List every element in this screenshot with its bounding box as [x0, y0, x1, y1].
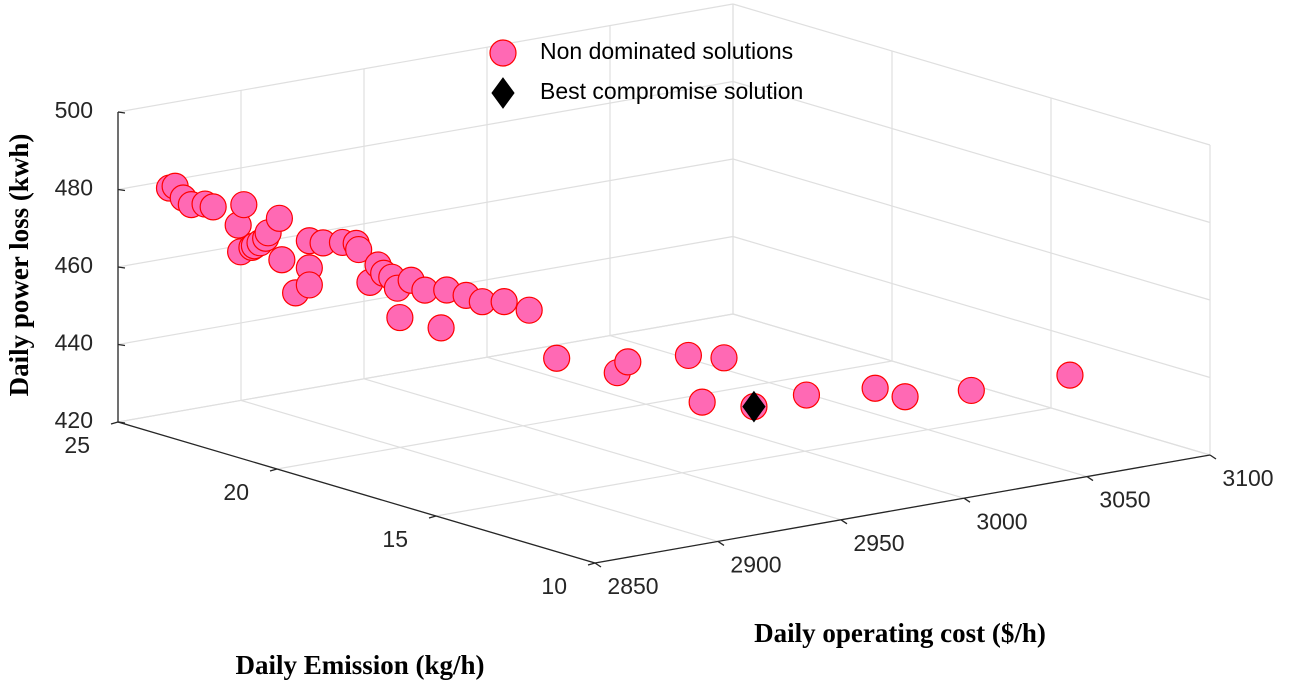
y-tick: [428, 515, 437, 519]
grid-line: [117, 158, 734, 268]
circle-marker: [891, 383, 919, 411]
circle-marker: [345, 235, 373, 264]
diamond-marker: [491, 77, 515, 109]
y-tick-label: 25: [64, 432, 90, 458]
circle-marker: [386, 303, 414, 332]
circle-marker: [543, 344, 571, 372]
y-tick-label: 10: [541, 573, 567, 599]
circle-marker: [265, 204, 293, 232]
x-tick: [840, 519, 848, 525]
grid-line: [732, 235, 1211, 379]
z-tick: [117, 421, 126, 424]
grid-line: [732, 158, 1211, 301]
circle-marker: [1056, 361, 1084, 389]
circle-marker: [295, 271, 323, 299]
y-tick: [269, 468, 278, 472]
grid-line: [117, 3, 734, 113]
circle-marker: [674, 341, 703, 370]
y-tick: [587, 562, 596, 566]
x-tick: [1086, 476, 1094, 482]
circle-marker: [614, 348, 642, 376]
legend-label: Best compromise solution: [540, 78, 803, 104]
z-tick-label: 500: [55, 97, 93, 123]
x-tick-label: 2850: [607, 573, 658, 599]
y-tick: [110, 421, 119, 425]
points: [155, 172, 1084, 423]
circle-marker: [515, 296, 543, 324]
x-axis-label: Daily operating cost ($/h): [754, 618, 1046, 648]
diamond-marker: [742, 390, 766, 423]
z-tick-label: 420: [55, 407, 93, 433]
circle-marker: [957, 376, 985, 405]
x-tick: [594, 562, 602, 568]
grid-line: [732, 80, 1211, 224]
grid-line: [486, 356, 965, 499]
circle-marker: [710, 344, 738, 372]
y-axis-label: Daily Emission (kg/h): [235, 650, 484, 680]
legend-label: Non dominated solutions: [540, 38, 793, 64]
circle-marker: [792, 381, 821, 409]
circle-marker: [427, 314, 455, 342]
x-tick-label: 2950: [853, 530, 904, 556]
z-tick: [117, 111, 126, 114]
z-tick-label: 460: [55, 252, 93, 278]
grid-line: [117, 313, 734, 423]
z-tick: [117, 188, 126, 192]
x-tick-label: 3050: [1099, 487, 1150, 513]
circle-marker: [268, 246, 296, 274]
z-tick-label: 440: [55, 330, 93, 356]
y-tick-label: 15: [382, 526, 408, 552]
grid-line: [363, 378, 842, 521]
x-axis: [594, 454, 1211, 564]
x-tick-label: 3000: [976, 508, 1027, 534]
y-tick-label: 20: [223, 479, 249, 505]
x-tick: [963, 497, 971, 503]
circle-marker: [489, 39, 517, 67]
x-tick-label: 2900: [730, 551, 781, 577]
circle-marker: [490, 287, 518, 316]
x-tick: [1209, 454, 1217, 460]
z-tick: [117, 266, 126, 269]
circle-marker: [861, 374, 889, 402]
z-tick-label: 480: [55, 175, 93, 201]
x-tick: [717, 540, 725, 546]
grid-line: [276, 360, 893, 470]
grid-line: [732, 3, 1211, 146]
circle-marker: [688, 388, 716, 416]
grid-line: [240, 399, 719, 542]
legend: Non dominated solutions Best compromise s…: [489, 38, 803, 109]
z-axis-label: Daily power loss (kwh): [4, 134, 34, 397]
y-axis: [117, 421, 596, 564]
x-tick-label: 3100: [1222, 465, 1273, 491]
circle-marker: [199, 193, 227, 221]
circle-marker: [230, 191, 258, 219]
z-tick: [117, 343, 126, 347]
grid-line: [117, 80, 734, 191]
grid-line: [435, 407, 1052, 517]
